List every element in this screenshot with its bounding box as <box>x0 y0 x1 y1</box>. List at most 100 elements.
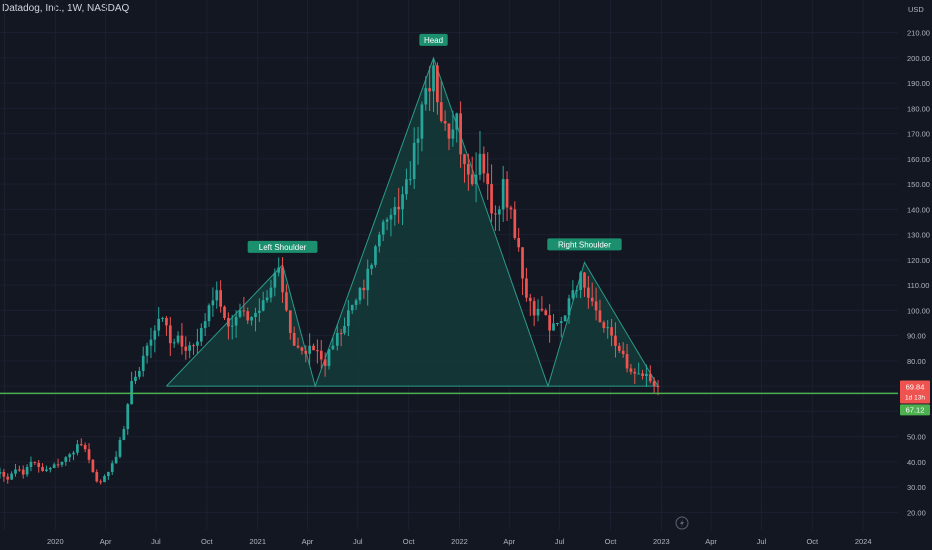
candle-body[interactable] <box>296 345 300 348</box>
candle-body[interactable] <box>292 332 296 346</box>
candle-body[interactable] <box>37 462 41 467</box>
candle-body[interactable] <box>300 347 304 351</box>
candle-body[interactable] <box>389 214 393 220</box>
candle-body[interactable] <box>52 464 56 468</box>
candle-body[interactable] <box>598 310 602 323</box>
candle-body[interactable] <box>184 346 188 351</box>
candle-body[interactable] <box>532 301 536 316</box>
candle-body[interactable] <box>68 454 72 458</box>
lightning-icon[interactable] <box>675 516 689 530</box>
candle-body[interactable] <box>33 461 37 463</box>
candle-body[interactable] <box>439 102 443 121</box>
candle-body[interactable] <box>625 354 629 369</box>
candle-body[interactable] <box>474 174 478 185</box>
candle-body[interactable] <box>528 297 532 302</box>
candle-body[interactable] <box>497 209 501 215</box>
candle-body[interactable] <box>420 104 424 139</box>
candle-body[interactable] <box>45 469 48 471</box>
candle-body[interactable] <box>107 471 110 477</box>
candle-body[interactable] <box>83 444 87 450</box>
candle-body[interactable] <box>76 444 79 453</box>
candle-body[interactable] <box>436 65 439 103</box>
candle-body[interactable] <box>6 476 10 480</box>
candle-body[interactable] <box>234 316 238 326</box>
candle-body[interactable] <box>428 88 432 92</box>
candle-body[interactable] <box>614 335 617 346</box>
candle-body[interactable] <box>304 350 308 354</box>
candle-body[interactable] <box>594 301 598 311</box>
candle-body[interactable] <box>199 328 203 342</box>
candle-body[interactable] <box>408 179 412 181</box>
candle-body[interactable] <box>165 317 168 326</box>
candle-body[interactable] <box>478 153 482 175</box>
candle-body[interactable] <box>358 287 362 301</box>
candle-body[interactable] <box>494 213 497 215</box>
candle-body[interactable] <box>583 272 586 288</box>
candle-body[interactable] <box>192 345 195 347</box>
candle-body[interactable] <box>230 325 234 327</box>
candle-body[interactable] <box>0 471 2 474</box>
candle-body[interactable] <box>401 194 404 210</box>
candle-body[interactable] <box>347 310 350 327</box>
candle-body[interactable] <box>110 463 114 472</box>
candle-body[interactable] <box>621 350 625 355</box>
candle-body[interactable] <box>602 322 606 329</box>
candle-body[interactable] <box>567 298 571 316</box>
candle-body[interactable] <box>393 206 397 215</box>
candle-body[interactable] <box>281 267 284 293</box>
candle-body[interactable] <box>405 179 408 195</box>
candle-body[interactable] <box>242 310 246 312</box>
candle-body[interactable] <box>331 345 335 350</box>
candle-body[interactable] <box>536 308 540 316</box>
candle-body[interactable] <box>95 471 99 482</box>
candle-body[interactable] <box>17 469 21 471</box>
candle-body[interactable] <box>374 246 377 265</box>
candle-body[interactable] <box>339 333 343 335</box>
candle-body[interactable] <box>196 341 199 346</box>
candle-body[interactable] <box>56 464 60 466</box>
candle-body[interactable] <box>370 264 373 269</box>
candle-body[interactable] <box>60 461 64 465</box>
candle-body[interactable] <box>637 373 641 375</box>
candle-body[interactable] <box>509 207 513 210</box>
candle-body[interactable] <box>25 467 29 475</box>
candle-body[interactable] <box>273 272 277 288</box>
candle-body[interactable] <box>308 345 312 354</box>
candle-body[interactable] <box>288 310 292 333</box>
candle-body[interactable] <box>72 452 75 455</box>
candle-body[interactable] <box>466 163 470 175</box>
candle-body[interactable] <box>540 308 544 311</box>
candle-body[interactable] <box>656 386 660 388</box>
candle-body[interactable] <box>118 439 122 457</box>
candle-body[interactable] <box>412 142 416 180</box>
candle-body[interactable] <box>463 154 466 164</box>
candle-body[interactable] <box>141 355 145 371</box>
candle-body[interactable] <box>517 238 521 248</box>
candle-body[interactable] <box>455 113 459 130</box>
candle-body[interactable] <box>238 310 242 317</box>
candle-body[interactable] <box>219 290 222 307</box>
candle-body[interactable] <box>443 121 447 124</box>
candle-body[interactable] <box>335 333 339 346</box>
candle-body[interactable] <box>377 234 381 247</box>
candle-body[interactable] <box>645 373 648 377</box>
candle-body[interactable] <box>470 174 474 185</box>
candle-body[interactable] <box>103 476 106 483</box>
candle-body[interactable] <box>590 297 594 302</box>
candle-body[interactable] <box>432 65 435 92</box>
candle-body[interactable] <box>424 88 428 105</box>
candle-body[interactable] <box>319 350 323 360</box>
candle-body[interactable] <box>501 179 505 210</box>
candle-body[interactable] <box>153 330 157 340</box>
candle-body[interactable] <box>548 315 551 331</box>
candle-body[interactable] <box>254 312 257 317</box>
candle-body[interactable] <box>362 287 366 291</box>
candle-body[interactable] <box>343 326 346 334</box>
lightning-icon-ring[interactable] <box>675 516 689 530</box>
candle-body[interactable] <box>149 339 153 346</box>
candle-body[interactable] <box>327 349 331 366</box>
candle-body[interactable] <box>563 315 567 322</box>
candle-body[interactable] <box>617 345 621 351</box>
candle-body[interactable] <box>350 304 354 311</box>
candle-body[interactable] <box>451 129 455 139</box>
